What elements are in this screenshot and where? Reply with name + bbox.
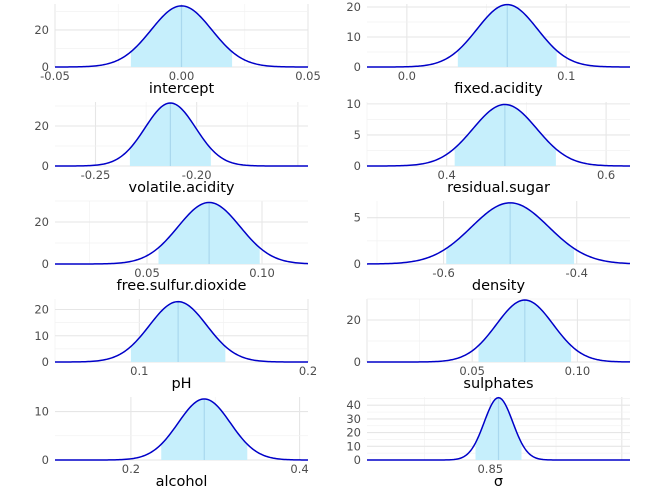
y-tick-label: 10 [34,405,49,419]
y-tick-label: 40 [346,398,361,412]
x-axis-title: intercept [149,81,215,97]
y-tick-label: 0 [354,159,361,173]
y-tick-label: 0 [354,355,361,369]
y-tick-label: 10 [346,97,361,111]
x-tick-label: 0.4 [438,168,456,182]
x-tick-label: 0.85 [477,462,503,476]
panel-intercept: 0 20 -0.05 0.00 0.05 intercept [34,4,321,97]
y-tick-label: 10 [34,329,49,343]
x-tick-label: 0.00 [169,69,195,83]
panel-residual-sugar: 0 5 10 0.4 0.6 residual.sugar [346,97,630,196]
density-curve [55,300,308,363]
y-tick-label: 20 [346,426,361,440]
y-tick-label: 0 [42,453,49,467]
x-axis-title: density [472,278,526,294]
x-tick-label: 0.1 [557,69,575,83]
y-tick-label: 5 [354,128,361,142]
density-curve [367,396,630,461]
density-curve [366,202,631,265]
x-tick-label: -0.4 [566,266,588,280]
panel-density: 0 5 -0.6 -0.4 density [354,201,631,294]
x-tick-label: 0.0 [398,69,416,83]
y-tick-label: 0 [42,355,49,369]
x-tick-label: -0.20 [182,168,212,182]
y-tick-label: 0 [42,159,49,173]
density-curve [55,398,309,461]
x-tick-label: -0.05 [40,69,70,83]
y-tick-label: 10 [346,439,361,453]
y-tick-label: 30 [346,412,361,426]
panel-ph: 0 10 20 0.1 0.2 pH [34,299,317,392]
y-tick-label: 20 [34,119,49,133]
density-curve [367,103,630,167]
panel-sulphates: 0 20 0.05 0.10 sulphates [346,298,631,392]
density-curve [55,201,309,265]
y-tick-label: 20 [34,23,49,37]
density-curve [55,102,308,167]
y-tick-label: 0 [354,453,361,467]
x-tick-label: 0.2 [299,364,317,378]
x-axis-title: σ [494,474,503,490]
y-tick-label: 20 [34,215,49,229]
x-tick-label: 0.05 [134,266,160,280]
x-tick-label: -0.25 [81,168,111,182]
x-tick-label: 0.10 [565,364,591,378]
x-axis-title: free.sulfur.dioxide [117,278,247,294]
x-tick-label: 0.6 [597,168,615,182]
x-axis-title: volatile.acidity [128,180,234,196]
x-tick-label: 0.05 [459,364,485,378]
y-tick-label: 10 [346,30,361,44]
y-tick-label: 0 [42,257,49,271]
y-tick-label: 20 [346,313,361,327]
panel-fixed-acidity: 0 10 20 0.0 0.1 fixed.acidity [346,0,630,97]
x-tick-label: 0.4 [290,462,308,476]
x-tick-label: 0.10 [249,266,275,280]
x-axis-title: fixed.acidity [454,81,543,97]
y-tick-label: 0 [42,60,49,74]
density-curve [367,299,631,363]
x-tick-label: 0.2 [122,462,140,476]
x-tick-label: 0.05 [295,69,321,83]
x-tick-label: -0.6 [432,266,454,280]
x-tick-label: 0.1 [130,364,148,378]
y-tick-label: 20 [34,303,49,317]
density-curve [55,5,308,68]
y-tick-label: 5 [354,211,361,225]
x-axis-title: residual.sugar [447,180,550,196]
x-axis-title: alcohol [156,474,208,490]
panel-alcohol: 0 10 0.2 0.4 alcohol [34,397,309,490]
x-axis-title: pH [171,376,191,392]
x-axis-title: sulphates [463,376,533,392]
y-tick-label: 0 [354,257,361,271]
y-tick-label: 0 [354,60,361,74]
density-curve [367,3,630,68]
y-tick-label: 20 [346,0,361,14]
